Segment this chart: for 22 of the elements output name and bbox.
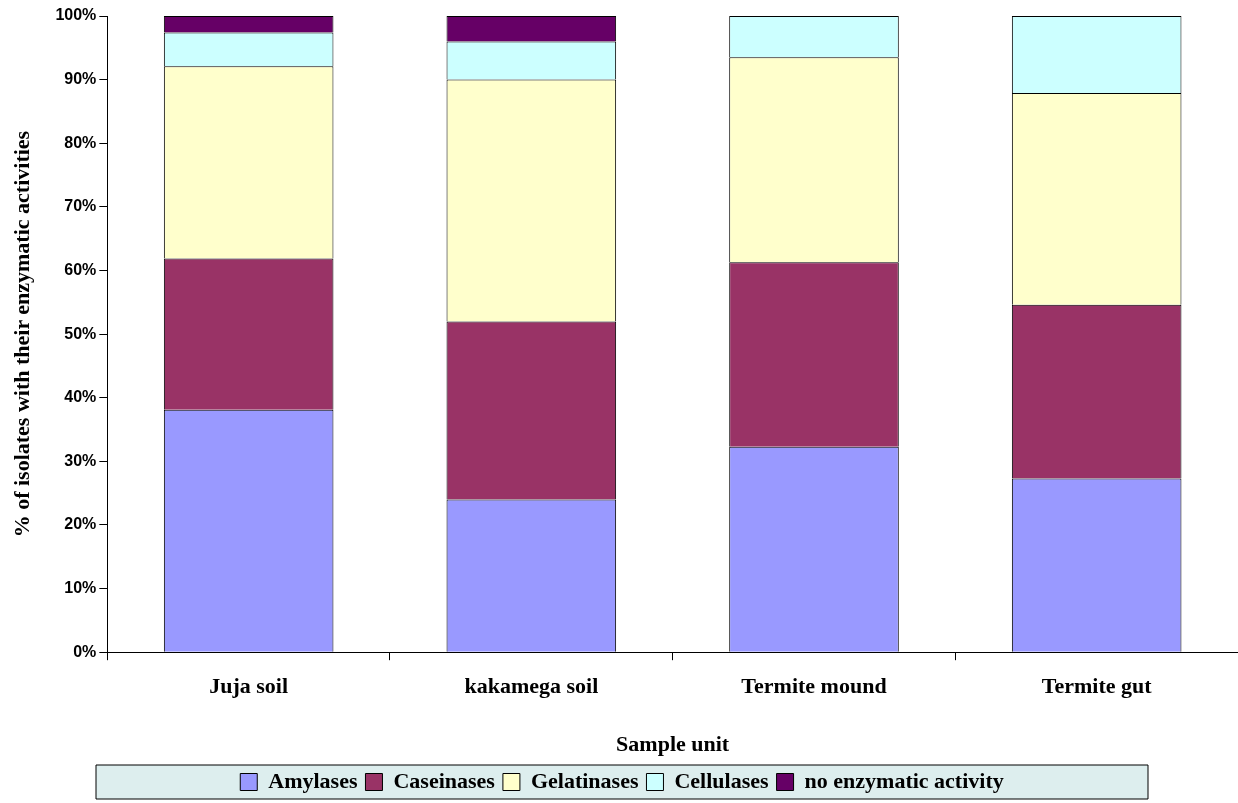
legend-label: Caseinases [393,767,496,793]
y-tick-label: 50% [64,324,97,342]
x-tick-label: Juja soil [209,673,289,699]
x-axis-title: Sample unit [616,731,730,757]
x-tick-label: Termite mound [741,673,887,699]
y-tick-label: 40% [64,388,97,406]
legend-label: Amylases [268,767,358,793]
y-tick-label: 10% [64,578,97,596]
y-tick-label: 20% [64,515,97,533]
y-tick-label: 100% [55,6,97,24]
x-tick-label: kakamega soil [464,673,599,699]
x-tick-label: Termite gut [1041,673,1153,699]
legend-label: Gelatinases [530,767,639,793]
legend-label: no enzymatic activity [804,767,1004,793]
y-tick-label: 90% [64,70,97,88]
y-axis-title: % of isolates with their enzymatic activities [8,130,34,538]
y-tick-label: 0% [73,642,97,660]
y-tick-label: 70% [64,197,97,215]
legend-label: Cellulases [674,767,770,793]
y-tick-label: 30% [64,451,97,469]
y-tick-label: 80% [64,133,97,151]
y-tick-label: 60% [64,260,97,278]
